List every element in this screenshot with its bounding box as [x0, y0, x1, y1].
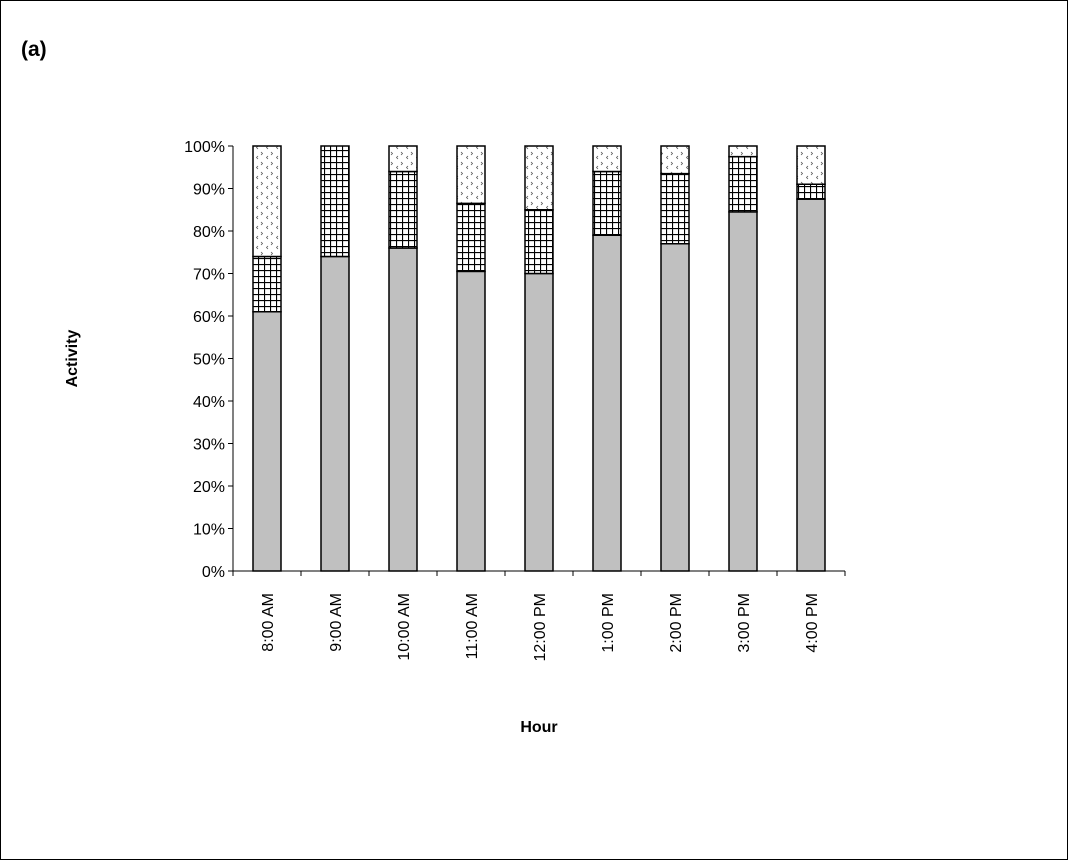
- bar-segment: [796, 145, 826, 185]
- x-tick-label: 9:00 AM: [328, 593, 345, 652]
- panel-label: (a): [21, 38, 47, 61]
- y-tick-label: 40%: [193, 394, 225, 411]
- bar-segment: [388, 247, 418, 572]
- bar-segment: [456, 270, 486, 572]
- y-tick-label: 100%: [184, 139, 225, 156]
- y-tick-label: 20%: [193, 479, 225, 496]
- label-layer: 0% 10% 20% 30% 40% 50% 60% 70% 80% 90% 100% 8:00 AM…: [64, 139, 821, 736]
- bar-segment: [252, 255, 282, 313]
- x-axis-title: Hour: [520, 719, 557, 736]
- bar-segment: [320, 145, 350, 258]
- bar-segment: [252, 311, 282, 572]
- y-tick-label: 10%: [193, 522, 225, 539]
- bar-segment: [524, 209, 554, 275]
- bar-segment: [592, 170, 622, 236]
- bar-segment: [456, 202, 486, 273]
- bars-layer: [252, 145, 826, 572]
- y-tick-label: 70%: [193, 267, 225, 284]
- x-tick-label: 1:00 PM: [600, 593, 617, 653]
- bar-segment: [796, 198, 826, 572]
- bar-segment: [592, 145, 622, 173]
- y-tick-label: 0%: [202, 564, 225, 581]
- bar-segment: [592, 234, 622, 572]
- bar-segment: [660, 172, 690, 245]
- bar-segment: [796, 183, 826, 200]
- bar-segment: [728, 211, 758, 572]
- bar-segment: [320, 255, 350, 572]
- y-tick-label: 50%: [193, 352, 225, 369]
- x-tick-label: 12:00 PM: [532, 593, 549, 661]
- bar-segment: [456, 145, 486, 205]
- x-tick-label: 4:00 PM: [804, 593, 821, 653]
- bar-segment: [388, 170, 418, 249]
- bar-segment: [524, 145, 554, 211]
- bar-segment: [660, 243, 690, 572]
- y-tick-label: 60%: [193, 309, 225, 326]
- bar-segment: [660, 145, 690, 175]
- x-tick-label: 11:00 AM: [464, 593, 481, 659]
- x-tick-label: 3:00 PM: [736, 593, 753, 653]
- y-axis-title: Activity: [64, 330, 81, 388]
- bar-segment: [388, 145, 418, 173]
- bar-segment: [252, 145, 282, 258]
- axis-layer: [228, 145, 846, 576]
- bar-segment: [728, 155, 758, 213]
- y-tick-label: 30%: [193, 437, 225, 454]
- bar-segment: [524, 272, 554, 572]
- stacked-bar-chart: 0% 10% 20% 30% 40% 50% 60% 70% 80% 90% 100% 8:00 AM…: [64, 139, 846, 736]
- x-tick-label: 10:00 AM: [396, 593, 413, 661]
- x-tick-label: 2:00 PM: [668, 593, 685, 653]
- x-tick-label: 8:00 AM: [260, 593, 277, 652]
- y-tick-label: 90%: [193, 182, 225, 199]
- bar-segment: [728, 145, 758, 158]
- y-tick-label: 80%: [193, 224, 225, 241]
